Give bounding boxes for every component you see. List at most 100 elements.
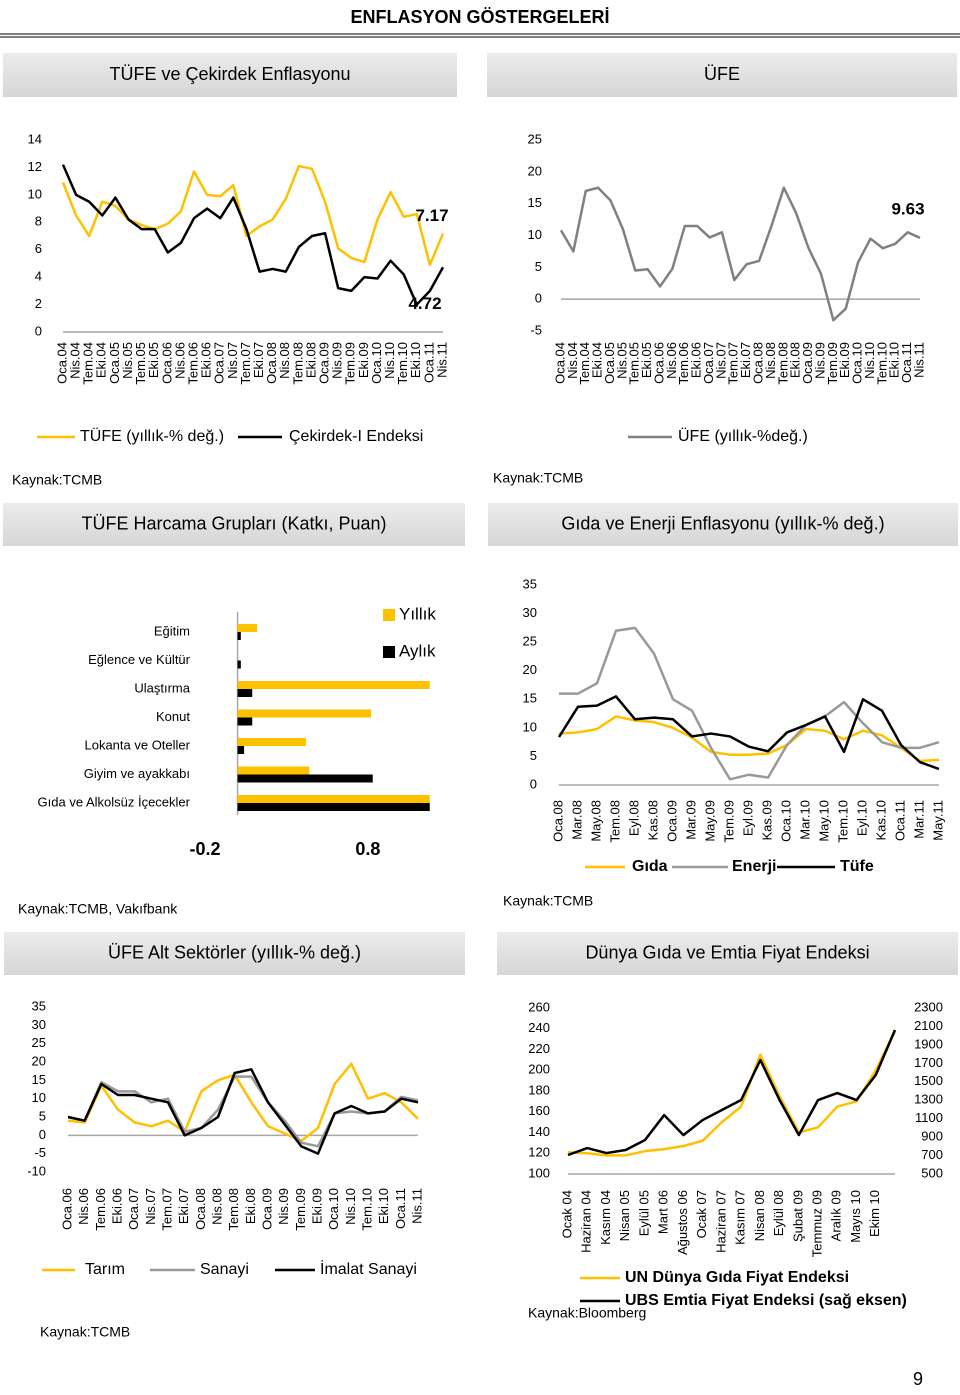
source: Kaynak:TCMB: [40, 1324, 130, 1340]
category-label: Lokanta ve Oteller: [84, 737, 190, 752]
y-tick-label: 20: [523, 662, 537, 677]
x-tick-label: Mart 06: [656, 1190, 671, 1234]
source: Kaynak:TCMB: [493, 470, 583, 486]
x-tick-label: Eki.04: [94, 342, 109, 378]
x-tick-label: Eki.09: [356, 342, 371, 378]
bar: [237, 689, 253, 697]
bar: [237, 738, 306, 746]
y-tick-label: 15: [528, 195, 542, 210]
legend-label: Tüfe: [840, 858, 874, 875]
x-tick-label: Oca.10: [326, 1188, 341, 1230]
y2-tick-label: 2100: [914, 1018, 943, 1033]
category-label: Giyim ve ayakkabı: [84, 766, 190, 781]
y-tick-label: 20: [528, 163, 542, 178]
y-tick-label: 14: [28, 131, 42, 146]
y-tick-label: 260: [528, 999, 550, 1014]
x-tick-label: Tem.05: [133, 342, 148, 385]
x-tick-label: Oca.08: [193, 1188, 208, 1230]
x-tick-label: Eyl.09: [740, 800, 755, 836]
y-tick-label: -5: [34, 1145, 46, 1160]
y-tick-label: 240: [528, 1020, 550, 1035]
x-tick-label: Tem.10: [359, 1188, 374, 1231]
x-tick-label: Nis.10: [343, 1188, 358, 1225]
y-tick-label: 35: [523, 576, 537, 591]
series-line: [67, 1068, 419, 1155]
title-box: [497, 932, 958, 975]
bar: [237, 632, 241, 640]
data-label: 4.72: [408, 294, 441, 313]
x-tick-label: -0.2: [189, 839, 220, 859]
x-tick-label: Eki.10: [376, 1188, 391, 1224]
legend-label: ÜFE (yıllık-%değ.): [678, 427, 808, 445]
source: Kaynak:TCMB: [12, 472, 102, 488]
category-label: Eğitim: [154, 623, 190, 638]
source: Kaynak:Bloomberg: [528, 1305, 646, 1321]
y-tick-label: 0: [39, 1127, 46, 1142]
x-tick-label: Oca.10: [369, 342, 384, 384]
bar: [237, 717, 253, 726]
chart-title: Gıda ve Enerji Enflasyonu (yıllık-% değ.…: [561, 513, 884, 533]
y-tick-label: 200: [528, 1062, 550, 1077]
x-tick-label: Nis.09: [276, 1188, 291, 1225]
x-tick-label: Oca.09: [317, 342, 332, 384]
x-tick-label: Oca.09: [800, 342, 815, 384]
y-tick-label: 25: [528, 131, 542, 146]
x-tick-label: Oca.07: [701, 342, 716, 384]
y-tick-label: 30: [32, 1017, 46, 1032]
bar: [237, 660, 241, 669]
y-tick-label: 10: [523, 719, 537, 734]
x-tick-label: Kasım 04: [598, 1190, 613, 1245]
x-tick-label: May.10: [816, 800, 831, 842]
x-tick-label: Ekim 10: [867, 1190, 882, 1237]
x-tick-label: Nis.09: [330, 342, 345, 379]
x-tick-label: Eki.04: [590, 342, 605, 378]
x-tick-label: Kasım 07: [733, 1190, 748, 1245]
category-label: Konut: [156, 709, 190, 724]
x-tick-label: Nis.09: [812, 342, 827, 379]
y2-tick-label: 1300: [914, 1092, 943, 1107]
x-tick-label: Eki.06: [689, 342, 704, 378]
x-tick-label: Mayıs 10: [848, 1190, 863, 1243]
x-tick-label: Oca.09: [664, 800, 679, 842]
x-tick-label: Tem.09: [293, 1188, 308, 1231]
x-tick-label: Nis.08: [763, 342, 778, 379]
y-tick-label: 25: [32, 1035, 46, 1050]
x-tick-label: Nis.11: [911, 342, 926, 378]
x-tick-label: Nis.06: [172, 342, 187, 379]
y-tick-label: 120: [528, 1145, 550, 1160]
x-tick-label: Tem.06: [676, 342, 691, 385]
x-tick-label: Ocak 07: [694, 1190, 709, 1238]
x-tick-label: Oca.07: [126, 1188, 141, 1230]
x-tick-label: Oca.09: [259, 1188, 274, 1230]
x-tick-label: Eki.08: [303, 342, 318, 378]
y-tick-label: -10: [27, 1163, 46, 1178]
y-tick-label: 160: [528, 1103, 550, 1118]
y-tick-label: 0: [530, 776, 537, 791]
x-tick-label: Tem.04: [577, 342, 592, 385]
legend-swatch: [383, 609, 395, 621]
category-label: Eğlence ve Kültür: [88, 652, 191, 667]
bar: [237, 766, 310, 775]
y-tick-label: 5: [535, 259, 542, 274]
x-tick-label: Tem.10: [835, 800, 850, 843]
legend-label: TÜFE (yıllık-% değ.): [80, 427, 224, 445]
source: Kaynak:TCMB, Vakıfbank: [18, 901, 178, 917]
x-tick-label: Eki.05: [146, 342, 161, 378]
x-tick-label: Nis.11: [434, 342, 449, 378]
x-tick-label: Eki.10: [408, 342, 423, 378]
bar: [237, 709, 372, 718]
legend-label: UBS Emtia Fiyat Endeksi (sağ eksen): [625, 1292, 907, 1309]
y-tick-label: 20: [32, 1053, 46, 1068]
x-tick-label: May.09: [702, 800, 717, 842]
data-label: 7.17: [415, 206, 448, 225]
chart-title: TÜFE Harcama Grupları (Katkı, Puan): [81, 513, 386, 533]
bar: [237, 803, 430, 811]
x-tick-label: Tem.09: [721, 800, 736, 843]
x-tick-label: Mar.11: [911, 800, 926, 839]
x-tick-label: Eylül 08: [771, 1190, 786, 1236]
y2-tick-label: 1100: [915, 1110, 943, 1125]
x-tick-label: May.08: [588, 800, 603, 842]
y-tick-label: 30: [523, 605, 537, 620]
series-line: [567, 1030, 897, 1157]
x-tick-label: Oca.11: [393, 1188, 408, 1229]
